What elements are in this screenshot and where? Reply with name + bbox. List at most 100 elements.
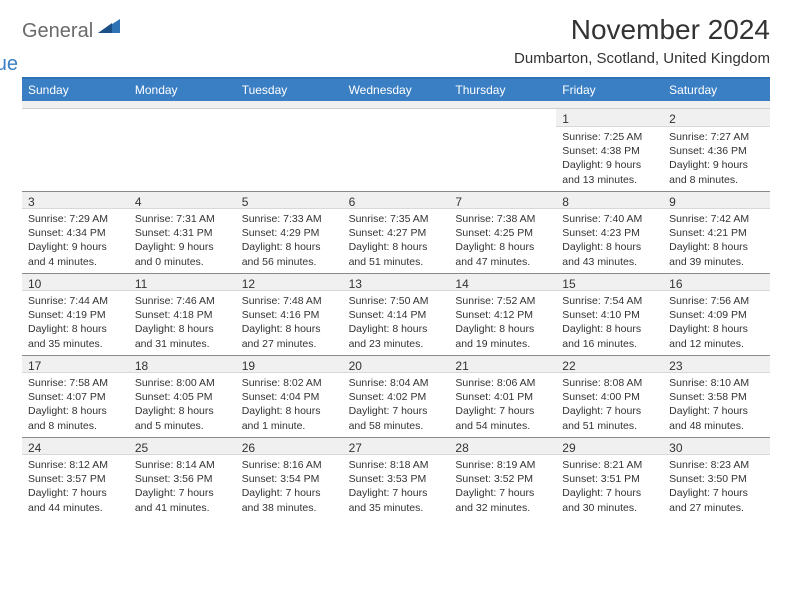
- day-cell: 11Sunrise: 7:46 AMSunset: 4:18 PMDayligh…: [129, 273, 236, 355]
- day-number: 18: [129, 355, 236, 373]
- calendar-grid: SundayMondayTuesdayWednesdayThursdayFrid…: [22, 77, 770, 519]
- sunrise-text: Sunrise: 7:44 AM: [28, 294, 123, 308]
- day-number: 17: [22, 355, 129, 373]
- day-cell: 23Sunrise: 8:10 AMSunset: 3:58 PMDayligh…: [663, 355, 770, 437]
- day-body: Sunrise: 8:06 AMSunset: 4:01 PMDaylight:…: [449, 373, 556, 437]
- day-body: Sunrise: 8:18 AMSunset: 3:53 PMDaylight:…: [343, 455, 450, 519]
- sunrise-text: Sunrise: 8:23 AM: [669, 458, 764, 472]
- sunset-text: Sunset: 4:38 PM: [562, 144, 657, 158]
- day-body: Sunrise: 7:31 AMSunset: 4:31 PMDaylight:…: [129, 209, 236, 273]
- day-cell: 18Sunrise: 8:00 AMSunset: 4:05 PMDayligh…: [129, 355, 236, 437]
- day-cell: 15Sunrise: 7:54 AMSunset: 4:10 PMDayligh…: [556, 273, 663, 355]
- sunrise-text: Sunrise: 7:54 AM: [562, 294, 657, 308]
- daylight-text: Daylight: 7 hours and 48 minutes.: [669, 404, 764, 432]
- day-body: Sunrise: 7:44 AMSunset: 4:19 PMDaylight:…: [22, 291, 129, 355]
- sunset-text: Sunset: 4:18 PM: [135, 308, 230, 322]
- sunrise-text: Sunrise: 7:25 AM: [562, 130, 657, 144]
- day-body: Sunrise: 7:25 AMSunset: 4:38 PMDaylight:…: [556, 127, 663, 191]
- day-number: 29: [556, 437, 663, 455]
- sunset-text: Sunset: 4:36 PM: [669, 144, 764, 158]
- sunrise-text: Sunrise: 7:33 AM: [242, 212, 337, 226]
- sunset-text: Sunset: 4:09 PM: [669, 308, 764, 322]
- day-cell: 28Sunrise: 8:19 AMSunset: 3:52 PMDayligh…: [449, 437, 556, 519]
- day-number: 6: [343, 191, 450, 209]
- daylight-text: Daylight: 8 hours and 35 minutes.: [28, 322, 123, 350]
- sunset-text: Sunset: 4:12 PM: [455, 308, 550, 322]
- day-cell: [22, 109, 129, 191]
- daylight-text: Daylight: 7 hours and 27 minutes.: [669, 486, 764, 514]
- day-number: 2: [663, 109, 770, 127]
- day-cell: 10Sunrise: 7:44 AMSunset: 4:19 PMDayligh…: [22, 273, 129, 355]
- spacer-row: [22, 101, 770, 109]
- day-body: Sunrise: 7:46 AMSunset: 4:18 PMDaylight:…: [129, 291, 236, 355]
- day-cell: 16Sunrise: 7:56 AMSunset: 4:09 PMDayligh…: [663, 273, 770, 355]
- daylight-text: Daylight: 7 hours and 54 minutes.: [455, 404, 550, 432]
- daylight-text: Daylight: 8 hours and 8 minutes.: [28, 404, 123, 432]
- sunset-text: Sunset: 4:23 PM: [562, 226, 657, 240]
- sunrise-text: Sunrise: 7:50 AM: [349, 294, 444, 308]
- daylight-text: Daylight: 7 hours and 32 minutes.: [455, 486, 550, 514]
- daylight-text: Daylight: 9 hours and 0 minutes.: [135, 240, 230, 268]
- sunset-text: Sunset: 3:50 PM: [669, 472, 764, 486]
- day-cell: 21Sunrise: 8:06 AMSunset: 4:01 PMDayligh…: [449, 355, 556, 437]
- daylight-text: Daylight: 7 hours and 58 minutes.: [349, 404, 444, 432]
- day-number: 24: [22, 437, 129, 455]
- day-number: 23: [663, 355, 770, 373]
- day-cell: [129, 109, 236, 191]
- sunrise-text: Sunrise: 8:02 AM: [242, 376, 337, 390]
- day-number: 12: [236, 273, 343, 291]
- brand-text-general: General: [22, 20, 93, 42]
- day-body: Sunrise: 7:38 AMSunset: 4:25 PMDaylight:…: [449, 209, 556, 273]
- day-number: 13: [343, 273, 450, 291]
- day-body: Sunrise: 7:33 AMSunset: 4:29 PMDaylight:…: [236, 209, 343, 273]
- sunrise-text: Sunrise: 7:38 AM: [455, 212, 550, 226]
- daylight-text: Daylight: 8 hours and 16 minutes.: [562, 322, 657, 350]
- day-body: Sunrise: 7:48 AMSunset: 4:16 PMDaylight:…: [236, 291, 343, 355]
- sunrise-text: Sunrise: 7:42 AM: [669, 212, 764, 226]
- week-row: 17Sunrise: 7:58 AMSunset: 4:07 PMDayligh…: [22, 355, 770, 437]
- day-body: Sunrise: 7:29 AMSunset: 4:34 PMDaylight:…: [22, 209, 129, 273]
- daylight-text: Daylight: 8 hours and 19 minutes.: [455, 322, 550, 350]
- day-number: 28: [449, 437, 556, 455]
- day-number: 22: [556, 355, 663, 373]
- day-cell: 6Sunrise: 7:35 AMSunset: 4:27 PMDaylight…: [343, 191, 450, 273]
- day-cell: 7Sunrise: 7:38 AMSunset: 4:25 PMDaylight…: [449, 191, 556, 273]
- day-number: 30: [663, 437, 770, 455]
- day-cell: 27Sunrise: 8:18 AMSunset: 3:53 PMDayligh…: [343, 437, 450, 519]
- sunset-text: Sunset: 4:14 PM: [349, 308, 444, 322]
- daylight-text: Daylight: 8 hours and 12 minutes.: [669, 322, 764, 350]
- daylight-text: Daylight: 8 hours and 51 minutes.: [349, 240, 444, 268]
- day-body: Sunrise: 8:12 AMSunset: 3:57 PMDaylight:…: [22, 455, 129, 519]
- daylight-text: Daylight: 7 hours and 44 minutes.: [28, 486, 123, 514]
- day-cell: 19Sunrise: 8:02 AMSunset: 4:04 PMDayligh…: [236, 355, 343, 437]
- weekday-sunday: Sunday: [22, 79, 129, 101]
- day-body: Sunrise: 8:19 AMSunset: 3:52 PMDaylight:…: [449, 455, 556, 519]
- sunrise-text: Sunrise: 7:48 AM: [242, 294, 337, 308]
- day-number: 11: [129, 273, 236, 291]
- sunrise-text: Sunrise: 8:08 AM: [562, 376, 657, 390]
- day-number: 26: [236, 437, 343, 455]
- brand-triangle-icon: [98, 20, 120, 37]
- sunset-text: Sunset: 3:56 PM: [135, 472, 230, 486]
- day-cell: 17Sunrise: 7:58 AMSunset: 4:07 PMDayligh…: [22, 355, 129, 437]
- day-cell: 12Sunrise: 7:48 AMSunset: 4:16 PMDayligh…: [236, 273, 343, 355]
- daylight-text: Daylight: 8 hours and 43 minutes.: [562, 240, 657, 268]
- day-body: [22, 127, 129, 134]
- day-number: 1: [556, 109, 663, 127]
- daylight-text: Daylight: 8 hours and 1 minute.: [242, 404, 337, 432]
- sunset-text: Sunset: 4:19 PM: [28, 308, 123, 322]
- sunset-text: Sunset: 3:53 PM: [349, 472, 444, 486]
- sunset-text: Sunset: 4:04 PM: [242, 390, 337, 404]
- day-cell: 24Sunrise: 8:12 AMSunset: 3:57 PMDayligh…: [22, 437, 129, 519]
- title-block: November 2024 Dumbarton, Scotland, Unite…: [514, 14, 770, 67]
- day-number: 8: [556, 191, 663, 209]
- day-cell: [449, 109, 556, 191]
- day-body: Sunrise: 7:40 AMSunset: 4:23 PMDaylight:…: [556, 209, 663, 273]
- day-body: Sunrise: 8:14 AMSunset: 3:56 PMDaylight:…: [129, 455, 236, 519]
- day-cell: 3Sunrise: 7:29 AMSunset: 4:34 PMDaylight…: [22, 191, 129, 273]
- week-row: 3Sunrise: 7:29 AMSunset: 4:34 PMDaylight…: [22, 191, 770, 273]
- day-number: 16: [663, 273, 770, 291]
- sunset-text: Sunset: 4:07 PM: [28, 390, 123, 404]
- day-body: Sunrise: 8:02 AMSunset: 4:04 PMDaylight:…: [236, 373, 343, 437]
- daylight-text: Daylight: 8 hours and 47 minutes.: [455, 240, 550, 268]
